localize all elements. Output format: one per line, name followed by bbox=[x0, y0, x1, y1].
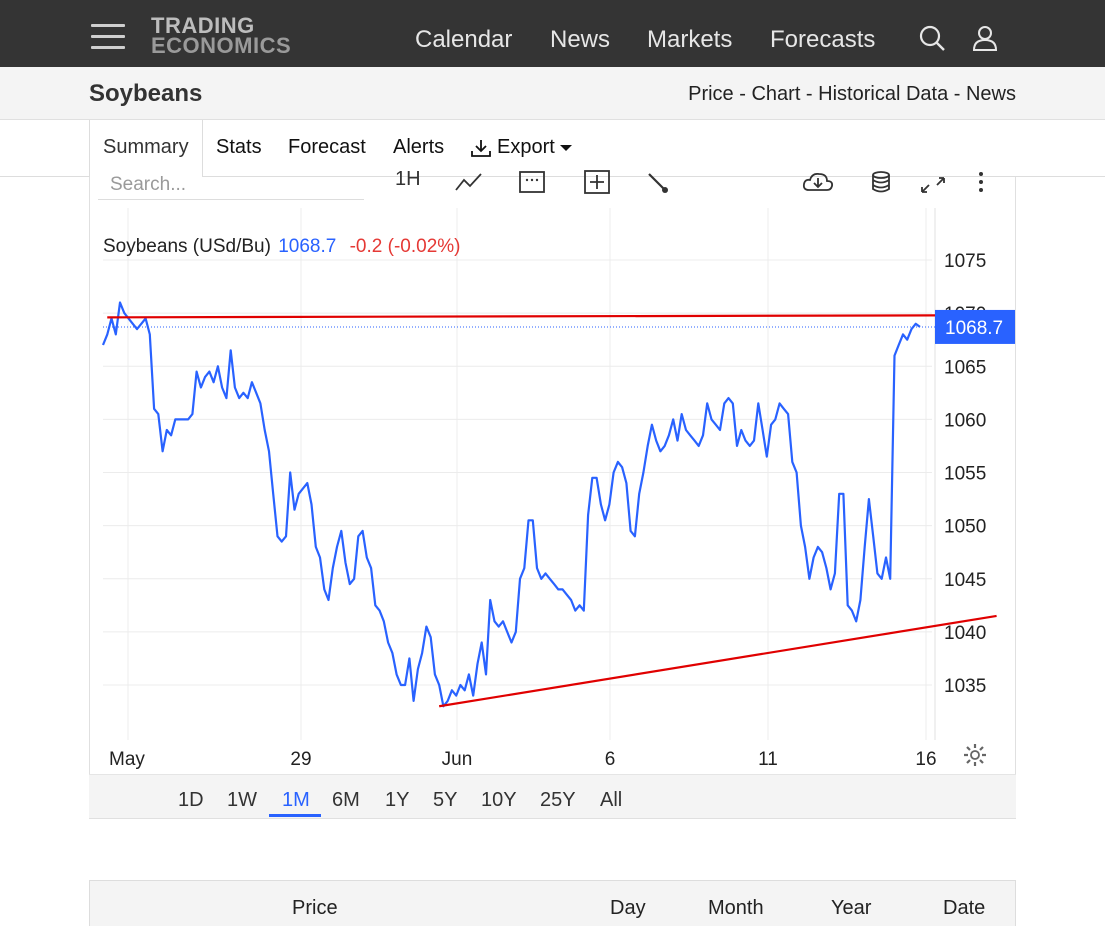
caret-down-icon bbox=[559, 144, 572, 151]
y-tick-label: 1075 bbox=[944, 251, 986, 272]
x-tick-label: 16 bbox=[915, 749, 936, 770]
period-1w[interactable]: 1W bbox=[227, 789, 257, 811]
tab-summary-frame bbox=[89, 120, 203, 177]
download-icon bbox=[471, 139, 491, 157]
search-icon[interactable] bbox=[918, 24, 946, 52]
y-tick-label: 1060 bbox=[944, 410, 986, 431]
interval-selector[interactable]: 1H bbox=[395, 168, 421, 190]
section-links: Price - Chart - Historical Data - News bbox=[688, 83, 1016, 106]
period-1m[interactable]: 1M bbox=[282, 789, 310, 811]
menu-icon[interactable] bbox=[91, 24, 125, 50]
x-tick-label: 6 bbox=[605, 749, 616, 770]
price-line bbox=[101, 301, 921, 708]
page-title: Soybeans bbox=[89, 80, 203, 107]
period-5y[interactable]: 5Y bbox=[433, 789, 458, 811]
fullscreen-icon[interactable] bbox=[918, 168, 948, 196]
y-tick-label: 1040 bbox=[944, 623, 986, 644]
top-navigation-bar: TRADING ECONOMICS Calendar News Markets … bbox=[0, 0, 1105, 67]
link-chart[interactable]: Chart bbox=[751, 83, 801, 105]
period-6m[interactable]: 6M bbox=[332, 789, 360, 811]
tab-stats[interactable]: Stats bbox=[216, 136, 262, 158]
col-day: Day bbox=[610, 897, 646, 919]
trendline bbox=[107, 314, 980, 319]
period-selector bbox=[89, 774, 1016, 818]
title-bar: Soybeans Price - Chart - Historical Data… bbox=[0, 67, 1105, 120]
x-tick-label: 29 bbox=[290, 749, 311, 770]
period-10y[interactable]: 10Y bbox=[481, 789, 517, 811]
tab-forecast[interactable]: Forecast bbox=[288, 136, 366, 158]
last-price-badge bbox=[935, 309, 1015, 344]
nav-markets[interactable]: Markets bbox=[647, 26, 733, 53]
col-date: Date bbox=[943, 897, 986, 919]
period-1y[interactable]: 1Y bbox=[385, 789, 410, 811]
price-chart[interactable]: 103510401045105010551060106510701075May2… bbox=[0, 0, 1105, 780]
calendar-icon[interactable] bbox=[517, 168, 547, 196]
chart-container bbox=[89, 177, 1016, 819]
x-tick-label: 11 bbox=[758, 749, 778, 770]
line-chart-icon[interactable] bbox=[454, 168, 484, 196]
last-price-badge-label: 1068.7 bbox=[945, 318, 1003, 339]
nav-forecasts[interactable]: Forecasts bbox=[770, 26, 876, 53]
chart-last-price: 1068.7 bbox=[278, 236, 337, 257]
x-tick-label: Jun bbox=[442, 749, 473, 770]
y-tick-label: 1065 bbox=[944, 357, 986, 378]
col-price: Price bbox=[292, 897, 338, 919]
period-all[interactable]: All bbox=[600, 789, 623, 811]
draw-tool-icon[interactable] bbox=[643, 168, 673, 196]
link-separator: - bbox=[948, 83, 966, 105]
chart-price-change: -0.2 (-0.02%) bbox=[349, 236, 461, 257]
link-separator: - bbox=[800, 83, 819, 105]
link-separator: - bbox=[733, 83, 752, 105]
price-table-header: Price Day Month Year Date bbox=[89, 880, 1016, 926]
y-tick-label: 1050 bbox=[944, 517, 986, 538]
tab-row: Summary Stats Forecast Alerts Export bbox=[0, 120, 1105, 177]
col-month: Month bbox=[708, 897, 764, 919]
tab-summary[interactable]: Summary bbox=[103, 136, 189, 158]
col-year: Year bbox=[831, 897, 872, 919]
y-tick-label: 1055 bbox=[944, 464, 986, 485]
link-price[interactable]: Price bbox=[688, 83, 734, 105]
period-25y[interactable]: 25Y bbox=[540, 789, 576, 811]
tab-export[interactable]: Export bbox=[470, 136, 573, 159]
link-historical-data[interactable]: Historical Data bbox=[818, 83, 949, 105]
nav-calendar[interactable]: Calendar bbox=[415, 26, 513, 53]
y-tick-label: 1035 bbox=[944, 676, 986, 697]
logo[interactable]: TRADING ECONOMICS bbox=[151, 13, 292, 58]
more-options-icon[interactable] bbox=[970, 168, 990, 196]
tab-alerts[interactable]: Alerts bbox=[393, 136, 445, 158]
period-1d[interactable]: 1D bbox=[178, 789, 204, 811]
user-icon[interactable] bbox=[972, 24, 998, 52]
trendline bbox=[438, 614, 997, 708]
active-period-indicator bbox=[269, 814, 321, 817]
link-news[interactable]: News bbox=[965, 83, 1016, 105]
y-tick-label: 1045 bbox=[944, 570, 986, 591]
nav-news[interactable]: News bbox=[550, 26, 611, 53]
add-indicator-icon[interactable] bbox=[582, 168, 612, 196]
database-icon[interactable] bbox=[867, 168, 897, 196]
chart-symbol-name: Soybeans (USd/Bu) bbox=[103, 236, 271, 257]
chart-settings-icon[interactable] bbox=[962, 742, 988, 768]
symbol-search-input[interactable] bbox=[98, 170, 364, 200]
chart-legend: Soybeans (USd/Bu) 1068.7 -0.2 (-0.02%) bbox=[103, 236, 460, 258]
x-tick-label: May bbox=[109, 749, 145, 770]
export-label: Export bbox=[497, 136, 555, 158]
cloud-download-icon[interactable] bbox=[801, 168, 835, 196]
